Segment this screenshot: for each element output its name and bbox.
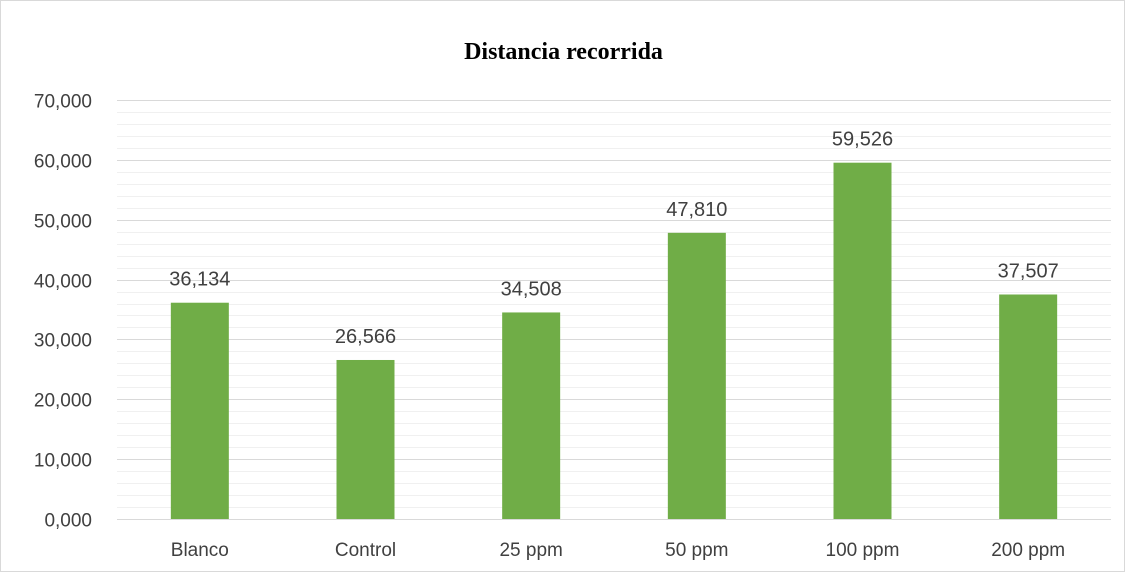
y-tick-label: 50,000	[34, 212, 92, 233]
y-tick-label: 70,000	[34, 92, 92, 113]
bar	[667, 232, 726, 519]
x-tick-label: 200 ppm	[991, 540, 1065, 561]
y-tick-label: 10,000	[34, 451, 92, 472]
y-tick-label: 0,000	[44, 511, 92, 532]
bar	[502, 312, 561, 519]
y-tick-label: 40,000	[34, 272, 92, 293]
gridlines	[117, 100, 1111, 508]
bar	[170, 302, 229, 519]
y-tick-label: 60,000	[34, 152, 92, 173]
y-tick-label: 30,000	[34, 331, 92, 352]
labels: 0,000 10,000 20,000 30,000 40,000 50,000 60,00…	[34, 92, 1065, 562]
bar	[336, 359, 395, 519]
x-tick-label: Blanco	[171, 540, 229, 561]
x-tick-label: 100 ppm	[826, 540, 900, 561]
data-label: 37,507	[998, 260, 1059, 282]
data-label: 26,566	[335, 326, 396, 348]
x-tick-label: 25 ppm	[499, 540, 562, 561]
data-label: 34,508	[501, 278, 562, 300]
y-tick-label: 20,000	[34, 391, 92, 412]
bars	[170, 162, 1058, 519]
data-label: 59,526	[832, 129, 893, 151]
x-tick-label: 50 ppm	[665, 540, 728, 561]
data-label: 36,134	[169, 269, 230, 291]
x-tick-label: Control	[335, 540, 396, 561]
chart-title: Distancia recorrida	[464, 39, 663, 65]
bar	[999, 294, 1058, 519]
bar	[833, 162, 892, 519]
data-label: 47,810	[666, 199, 727, 221]
